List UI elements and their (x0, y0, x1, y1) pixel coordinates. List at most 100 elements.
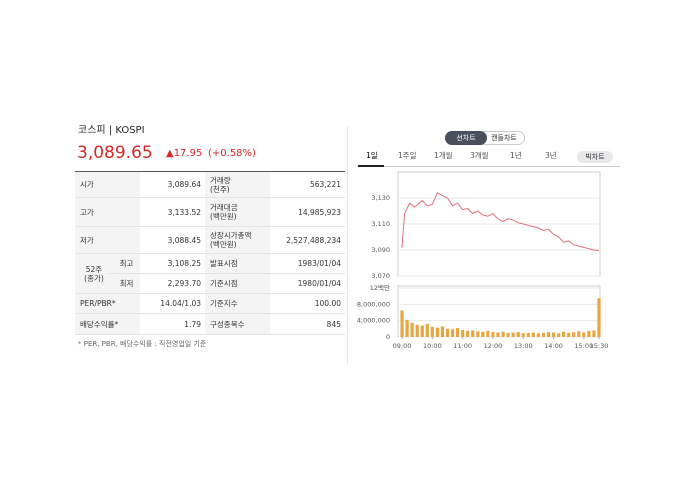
row-value: 14.04/1.03 (140, 294, 205, 314)
volume-bar (461, 330, 465, 337)
period-tab[interactable]: 1일 (366, 151, 378, 160)
price-change: ▲17.95 (166, 148, 203, 159)
volume-bar (440, 326, 445, 337)
volume-bar (400, 310, 404, 337)
volume-bar (531, 332, 535, 337)
row-label-2: 발표시점 (205, 254, 270, 274)
volume-bar (425, 323, 429, 337)
volume-bar (496, 332, 500, 337)
row-value: 3,089.64 (140, 172, 205, 198)
y-tick-label: 3,110 (371, 220, 390, 228)
volume-bar (556, 333, 561, 337)
row-label: 배당수익률* (75, 314, 140, 335)
row-label: 최고 (108, 254, 140, 274)
row-label-2: 거래대금 (백만원) (205, 198, 270, 227)
volume-bar (597, 298, 601, 337)
toggle-option[interactable]: 캔들차트 (491, 134, 517, 142)
row-label-2: 거래량 (천주) (205, 172, 270, 198)
volume-bar (455, 328, 460, 337)
volume-bar (536, 333, 540, 337)
row-value-2: 2,527,488,234 (270, 227, 345, 254)
x-tick-label: 15:30 (590, 342, 609, 350)
x-tick-label: 10:00 (423, 342, 442, 350)
volume-bar (445, 328, 450, 337)
volume-bar (476, 331, 480, 337)
volume-bar (415, 324, 419, 337)
volume-bar (541, 332, 546, 337)
volume-bar (511, 332, 515, 337)
y-tick-label: 12백만 (370, 283, 390, 292)
volume-bar (410, 322, 414, 337)
period-tab[interactable]: 3년 (545, 151, 557, 160)
row-value-2: 845 (270, 314, 345, 335)
row-value-2: 1980/01/04 (270, 274, 345, 294)
volume-bar (546, 332, 551, 337)
table-top-border (75, 171, 345, 172)
volume-bar (592, 330, 596, 337)
volume-bar (567, 332, 571, 337)
volume-bar (572, 332, 576, 337)
volume-bar (450, 329, 455, 337)
row-label-2: 구성종목수 (205, 314, 270, 335)
row-label: 시가 (75, 172, 140, 198)
row-label: 저가 (75, 227, 140, 254)
price-line (401, 192, 600, 251)
toggle-selected[interactable]: 선차트 (445, 131, 487, 145)
big-chart-button[interactable]: 빅차트 (577, 151, 613, 163)
volume-bar (582, 332, 586, 337)
volume-bar (481, 331, 485, 337)
row-value-2: 563,221 (270, 172, 345, 198)
volume-bar (506, 332, 510, 337)
volume-bar (466, 330, 470, 337)
tab-underline (358, 165, 384, 167)
volume-bar (516, 332, 520, 337)
x-tick-label: 11:00 (453, 342, 472, 350)
row-value: 3,133.52 (140, 198, 205, 227)
row-value: 3,108.25 (140, 254, 205, 274)
y-tick-label: 0 (386, 333, 390, 341)
period-tab[interactable]: 1년 (510, 151, 522, 160)
row-value: 3,088.45 (140, 227, 205, 254)
y-tick-label: 3,130 (371, 194, 390, 202)
y-tick-label: 8,000,000 (357, 300, 390, 308)
index-price: 3,089.65 (77, 143, 153, 163)
row-value: 1.79 (140, 314, 205, 335)
volume-bar (526, 332, 530, 337)
volume-bar (562, 331, 566, 337)
volume-bar (405, 319, 409, 337)
volume-bar (551, 332, 556, 337)
row-value-2: 100.00 (270, 294, 345, 314)
volume-bar (501, 331, 505, 337)
period-tab[interactable]: 3개월 (470, 151, 489, 160)
row-label-2: 기준지수 (205, 294, 270, 314)
price-change-rate: (+0.58%) (208, 148, 256, 159)
panel-divider (347, 126, 348, 364)
volume-bar (420, 325, 424, 337)
volume-bar (577, 331, 581, 337)
row-value: 2,293.70 (140, 274, 205, 294)
footnote: * PER, PBR, 배당수익률 : 직전영업일 기준 (78, 340, 207, 348)
row-label: 최저 (108, 274, 140, 294)
x-tick-label: 13:00 (514, 342, 533, 350)
period-tab[interactable]: 1주일 (398, 151, 417, 160)
volume-bar (471, 330, 475, 337)
volume-bar (521, 333, 525, 337)
period-tab[interactable]: 1개월 (434, 151, 453, 160)
x-tick-label: 14:00 (544, 342, 563, 350)
x-tick-label: 15:00 (574, 342, 593, 350)
row-value-2: 14,985,923 (270, 198, 345, 227)
row-label: 고가 (75, 198, 140, 227)
x-tick-label: 09:00 (393, 342, 412, 350)
y-tick-label: 4,000,000 (357, 317, 390, 325)
volume-bar (486, 330, 490, 337)
volume-bar (491, 332, 495, 337)
y-tick-label: 3,070 (371, 272, 390, 280)
y-tick-label: 3,090 (371, 246, 390, 254)
volume-bar (587, 330, 591, 337)
group-label: 52주 (종가) (75, 254, 108, 294)
row-label-2: 상장시가총액 (백만원) (205, 227, 270, 254)
tabs-border (357, 166, 620, 167)
